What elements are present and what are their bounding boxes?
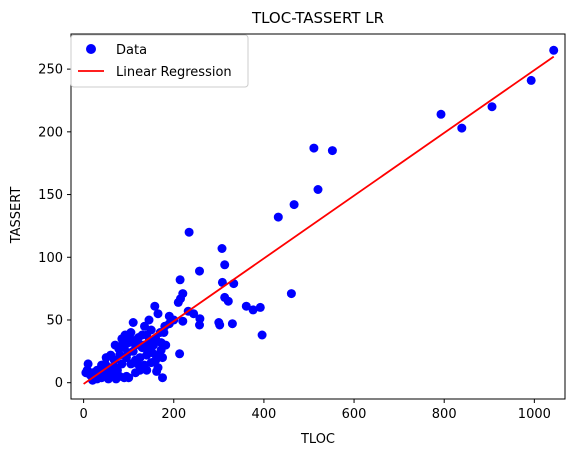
data-point: [309, 143, 319, 153]
y-tick-label: 50: [46, 313, 63, 328]
data-point: [195, 320, 204, 330]
data-point: [327, 146, 337, 156]
y-tick-label: 150: [38, 188, 63, 203]
x-tick-label: 1000: [518, 407, 551, 422]
data-point: [161, 340, 171, 350]
y-tick-label: 200: [38, 125, 63, 140]
y-axis-label: TASSERT: [9, 187, 24, 245]
data-point: [286, 289, 296, 299]
x-tick-label: 800: [432, 407, 457, 422]
data-point: [155, 328, 165, 337]
data-point: [110, 340, 120, 350]
data-point: [126, 359, 136, 369]
data-point: [134, 333, 144, 342]
data-point: [248, 305, 258, 315]
data-point: [153, 363, 163, 373]
data-point: [81, 368, 91, 378]
data-point: [173, 297, 183, 307]
data-point: [111, 374, 121, 384]
data-point: [273, 212, 283, 222]
data-point: [184, 227, 194, 237]
x-axis-label: TLOC: [300, 432, 335, 447]
data-point: [215, 320, 225, 330]
data-point: [150, 301, 160, 311]
y-tick-label: 250: [38, 63, 63, 78]
data-point: [220, 260, 230, 270]
data-point: [189, 309, 199, 319]
data-point: [549, 45, 559, 55]
data-point: [223, 296, 233, 306]
legend-frame: [70, 34, 249, 88]
data-point: [289, 200, 299, 210]
x-tick-label: 400: [251, 407, 276, 422]
data-point: [144, 315, 154, 325]
data-point: [142, 365, 152, 375]
data-point: [178, 316, 188, 326]
legend-data-label: Data: [116, 43, 147, 58]
data-point: [227, 319, 237, 329]
data-point: [195, 266, 204, 276]
data-point: [128, 318, 138, 327]
data-point: [241, 301, 251, 311]
plot-area-border: [70, 33, 566, 400]
data-point: [217, 244, 227, 253]
data-point: [313, 185, 323, 194]
data-point: [153, 309, 163, 319]
data-point: [526, 75, 536, 85]
scatter-points: [81, 45, 559, 385]
data-point: [140, 321, 149, 331]
data-point: [457, 123, 467, 133]
data-point: [175, 275, 185, 285]
legend: Data Linear Regression: [70, 34, 249, 88]
axis-ticks: 0 200 400 600 800 1000 0 50 100 150 200 250: [38, 63, 551, 422]
data-point: [158, 373, 167, 383]
legend-line-label: Linear Regression: [116, 65, 232, 80]
data-point: [101, 353, 111, 363]
data-point: [151, 355, 161, 365]
data-point: [131, 368, 140, 378]
data-point: [117, 359, 127, 369]
x-tick-label: 200: [161, 407, 186, 422]
data-point: [255, 302, 265, 312]
plot-frame: [70, 33, 566, 400]
data-point: [436, 109, 446, 119]
x-tick-label: 600: [342, 407, 367, 422]
regression-line: [83, 55, 555, 385]
data-point: [257, 330, 267, 340]
legend-data-marker: [86, 44, 96, 54]
x-tick-label: 0: [79, 407, 87, 422]
regression-line-layer: [83, 55, 555, 385]
data-point: [175, 349, 185, 359]
chart-title: TLOC-TASSERT LR: [251, 9, 384, 27]
y-tick-label: 0: [55, 376, 63, 391]
data-point: [88, 368, 98, 378]
y-tick-label: 100: [38, 251, 63, 266]
data-point: [487, 102, 497, 112]
